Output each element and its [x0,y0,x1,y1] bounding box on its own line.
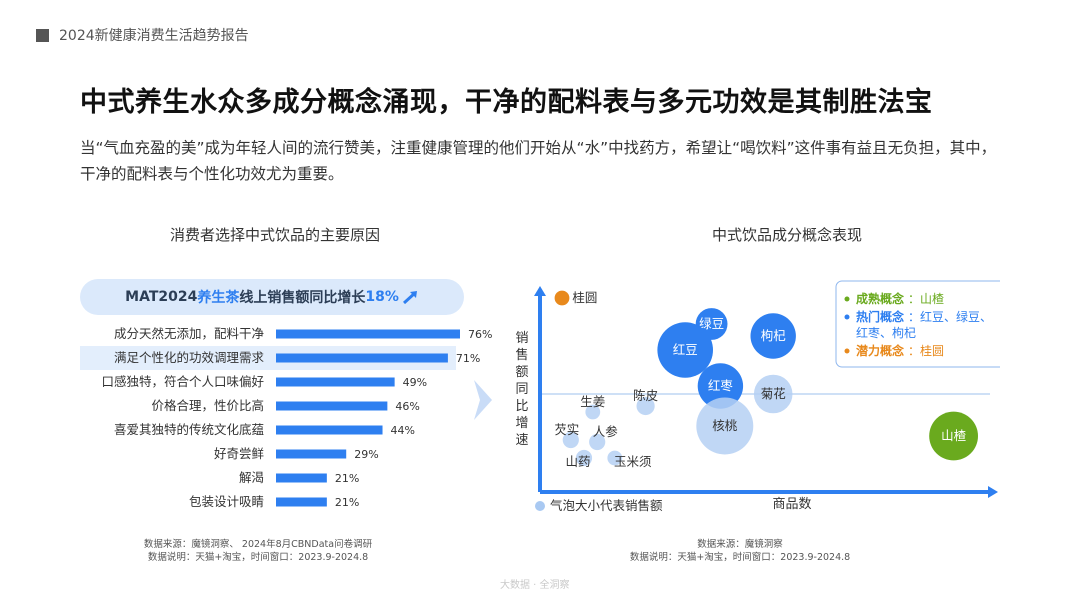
footer-watermark: 大数据 · 全洞察 [500,580,570,591]
y-axis-label-char: 增 [515,416,528,431]
legend-items-cont: 红枣、枸杞 [856,325,916,340]
bar-category-label: 好奇尝鲜 [214,446,264,461]
trend-up-icon [402,291,417,304]
transition-arrow-icon [474,380,492,420]
bar [276,329,460,339]
legend-box [835,280,1000,368]
bubble [697,363,744,409]
size-legend-label: 气泡大小代表销售额 [550,498,663,513]
legend-dot [844,348,850,354]
bubble [585,404,601,420]
bar [276,377,395,387]
bar-value-label: 49% [403,376,427,389]
size-legend-dot [535,501,545,511]
bar-value-label: 76% [468,328,492,341]
bar [276,353,448,363]
page-description: 当“气血充盈的美”成为年轻人间的流行赞美，注重健康管理的他们开始从“水”中找药方… [80,139,997,183]
pill-prefix: MAT2024 [125,289,198,305]
bubble [589,433,606,451]
legend-items: ：红豆、绿豆、 [908,309,992,324]
bar-category-label: 满足个性化的功效调理需求 [114,350,265,365]
legend-label: 热门概念 [856,309,904,324]
bar-category-label: 价格合理，性价比高 [151,398,264,413]
bubble-source-line-2: 数据说明：天猫+淘宝，时间窗口：2023.9-2024.8 [629,552,851,563]
bar-value-label: 29% [354,448,378,461]
bar-category-label: 成分天然无添加，配料干净 [114,326,264,341]
bubble-label: 核桃 [712,418,738,433]
bubble-label: 山楂 [941,428,967,443]
x-axis-arrow-icon [988,486,998,498]
bubble-chart-subtitle: 中式饮品成分概念表现 [712,226,863,244]
legend-label: 潜力概念 [856,343,904,358]
bar [276,497,327,507]
bar-chart-source: 数据来源：魔镜洞察、 2024年8月CBNData问卷调研 数据说明：天猫+淘宝… [118,538,398,564]
legend-items: ：桂圆 [908,343,944,358]
bar-category-label: 包装设计吸睛 [189,494,264,509]
bar [276,401,388,411]
report-title: 2024新健康消费生活趋势报告 [59,28,249,44]
bar-chart-subtitle: 消费者选择中式饮品的主要原因 [170,226,381,244]
bar [276,473,327,483]
bubble [929,411,978,461]
bubble [562,431,579,449]
legend-items: ：山楂 [908,292,944,306]
y-axis-label-char: 售 [515,347,528,363]
legend-dot [844,314,850,320]
bubble-label: 菊花 [761,386,786,401]
pill-highlight: 养生茶 [197,290,240,306]
bar-value-label: 46% [395,400,419,413]
legend-label: 成熟概念 [856,291,904,306]
bubble [636,396,655,416]
bubble [607,450,623,466]
bubble [696,397,754,455]
bubble-label: 红枣 [708,378,734,393]
bar-category-label: 口感独特，符合个人口味偏好 [101,374,264,389]
bar-category-label: 喜爱其独特的传统文化底蕴 [114,422,265,437]
bubble-source-line-1: 数据来源：魔镜洞察 [697,539,783,550]
pill-middle: 线上销售额同比增长 [239,290,366,306]
y-axis-arrow-icon [534,286,546,296]
x-axis-label: 商品数 [772,497,811,512]
header-square-icon [36,28,49,42]
report-header: 2024新健康消费生活趋势报告 [36,25,249,45]
bar [276,449,347,459]
y-axis-label-char: 销 [515,331,528,346]
bubble-label: 桂圆 [572,290,597,305]
bar-source-line-1: 数据来源：魔镜洞察、 2024年8月CBNData问卷调研 [143,539,373,550]
bar-value-label: 21% [335,496,359,509]
bar-source-line-2: 数据说明：天猫+淘宝，时间窗口：2023.9-2024.8 [147,552,369,563]
bubble-label: 人参 [593,424,619,439]
bubble-label: 枸杞 [761,328,787,343]
bubble [753,374,793,414]
bar-value-label: 44% [391,424,415,437]
bar-chart: 成分天然无添加，配料干净 76% 满足个性化的功效调理需求 71% 口感独特，符合个人口… [80,326,492,509]
bubble-label: 芡实 [554,422,579,437]
bar [276,425,383,435]
growth-pill: MAT2024 养生茶 线上销售额同比增长 18% [80,279,464,315]
bar-category-label: 解渴 [239,470,264,485]
bubble [554,290,570,306]
bubble-label: 绿豆 [699,316,724,331]
bubble [575,449,593,467]
bar-value-label: 71% [456,352,480,365]
bubble-label: 生姜 [580,394,605,409]
bubble-chart-source: 数据来源：魔镜洞察 数据说明：天猫+淘宝，时间窗口：2023.9-2024.8 [600,538,880,564]
page-title: 中式养生水众多成分概念涌现，干净的配料表与多元功效是其制胜法宝 [80,87,933,118]
bubble-label: 红豆 [673,342,698,357]
bar-value-label: 21% [335,472,359,485]
bubble-label: 玉米须 [614,454,652,469]
y-axis-label-char: 同 [515,382,528,397]
bubble [657,322,713,378]
bubble-label: 陈皮 [633,388,658,403]
y-axis-label-char: 速 [515,433,528,448]
bubble [750,313,796,359]
legend-dot [844,296,850,302]
pill-growth: 18% [365,289,399,305]
bubble-label: 山药 [565,454,590,469]
y-axis-label-char: 比 [515,399,528,414]
y-axis-label-char: 额 [515,365,528,380]
